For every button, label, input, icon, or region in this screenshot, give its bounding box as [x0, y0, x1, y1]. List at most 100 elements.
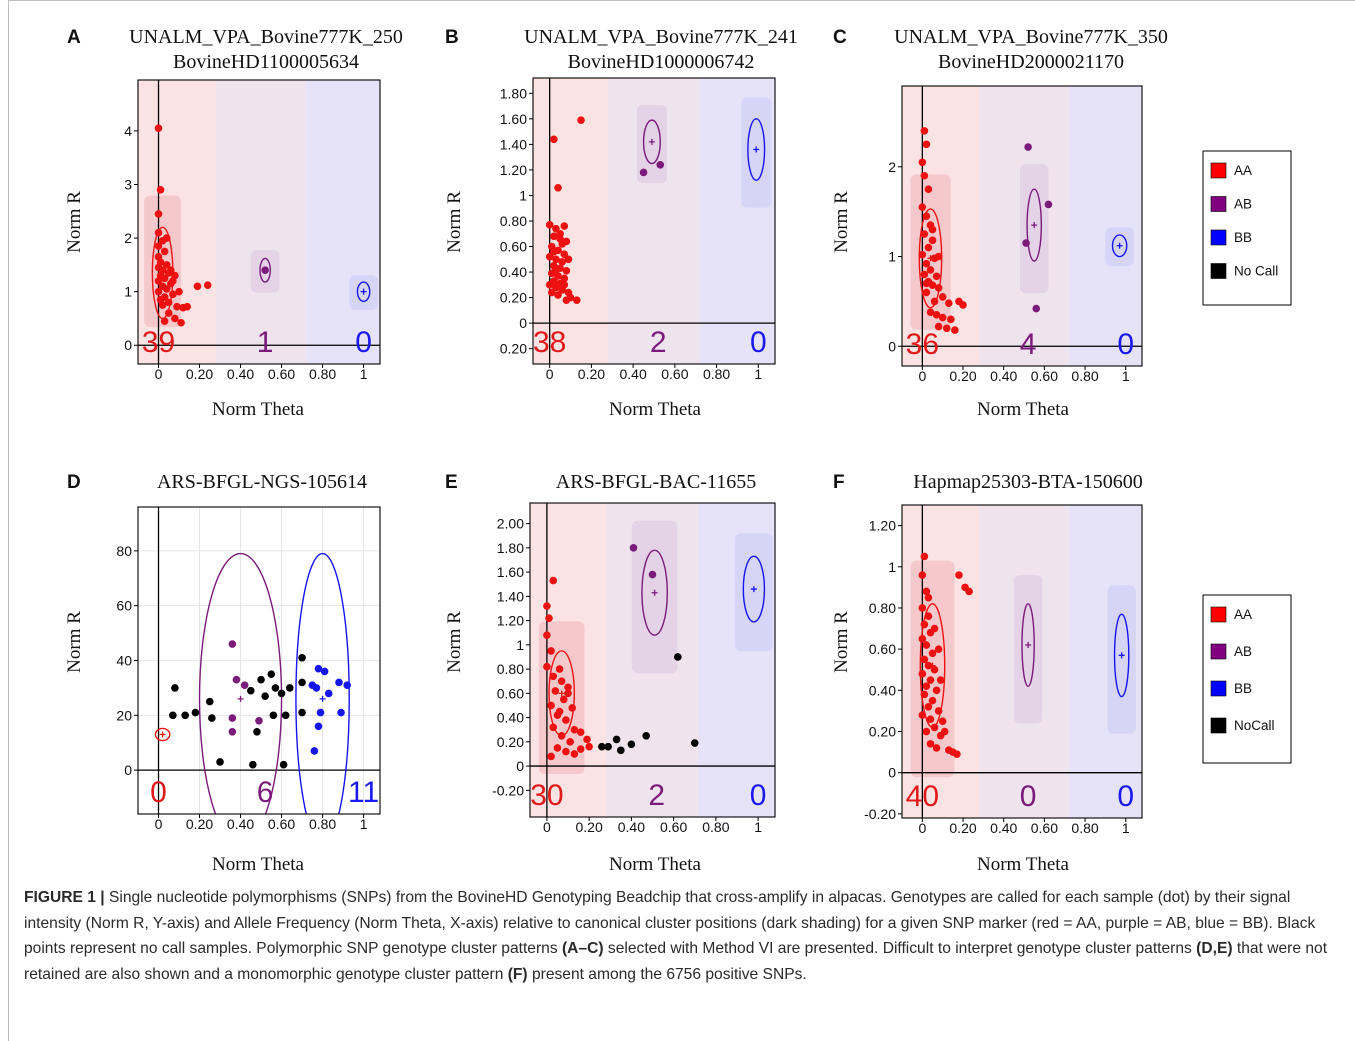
cluster-ellipse-aa [154, 727, 171, 742]
y-tick-label: 0 [888, 765, 896, 781]
plot-border [529, 502, 776, 818]
legend-swatch [1210, 717, 1227, 734]
sample-point-aa [203, 281, 212, 290]
sample-point-aa [543, 631, 551, 639]
sample-point-ab [1032, 304, 1041, 313]
y-tick-label: 1.60 [500, 111, 527, 127]
sample-point-bb [312, 684, 321, 692]
panel-B: 38 2 0 0 0.20 0.40 0.60 0.80 1 0.20 0 0.20 0.40 0.60 0… [444, 26, 798, 420]
sample-point-aa [920, 230, 929, 238]
sample-point-aa [576, 728, 585, 736]
y-tick-label: 0.20 [869, 724, 896, 740]
sample-point-nc [598, 742, 606, 751]
sample-point-aa [562, 716, 570, 724]
sample-point-nc [253, 727, 261, 736]
sample-point-aa [922, 212, 931, 220]
sample-point-aa [930, 665, 939, 674]
y-tick-label: 40 [116, 653, 132, 669]
sample-point-aa [918, 711, 927, 719]
sample-point-aa [553, 744, 562, 752]
sample-point-bb [343, 681, 351, 689]
sample-point-aa [918, 203, 927, 211]
sample-point-nc [246, 686, 255, 695]
canonical-cluster-shade [1013, 575, 1043, 724]
cluster-centre-mark [319, 695, 326, 702]
sample-point-aa [920, 620, 929, 629]
sample-point-aa [922, 259, 931, 268]
sample-point-aa [932, 272, 941, 281]
sample-point-nc [257, 675, 265, 684]
sample-point-aa [554, 272, 562, 280]
legend-swatch [1210, 263, 1227, 279]
sample-point-aa [938, 313, 947, 322]
legend-swatch [1210, 229, 1227, 246]
x-tick-label: 0 [155, 816, 163, 832]
sample-point-aa [585, 742, 593, 751]
x-axis-label: Norm Theta [609, 399, 702, 420]
y-tick-label: -0.20 [492, 782, 524, 798]
sample-point-ab [240, 681, 249, 689]
genotype-count: 1 [257, 326, 274, 359]
sample-point-ab [629, 544, 638, 552]
x-axis-label: Norm Theta [212, 399, 305, 420]
sample-point-aa [554, 184, 562, 192]
y-axis-label: Norm R [444, 611, 465, 673]
sample-point-aa [918, 670, 927, 678]
legend-swatch [1210, 606, 1227, 623]
panel-title: UNALM_VPA_Bovine777K_350 [894, 26, 1168, 48]
sample-point-nc [205, 697, 214, 706]
legend-label: BB [1234, 681, 1252, 696]
x-tick-label: 0.20 [949, 820, 976, 836]
canonical-cluster-shade [734, 533, 773, 652]
y-tick-label: 20 [116, 707, 132, 723]
caption-bold-2: (D,E) [1196, 940, 1233, 957]
y-tick-label: 1.40 [500, 136, 527, 152]
sample-point-aa [169, 290, 177, 299]
sample-point-aa [920, 552, 929, 561]
sample-point-aa [545, 614, 553, 622]
y-tick-label: 0.20 [500, 290, 527, 306]
figure-panels: 39 1 0 0 0.20 0.40 0.60 0.80 1 0 1 2 3 4 UNALM_VPA_Bov… [64, 26, 1292, 870]
legend-swatch [1210, 643, 1227, 660]
y-tick-label: 1.80 [500, 85, 527, 101]
x-tick-label: 0.60 [1031, 820, 1058, 836]
legend-box [1202, 594, 1292, 764]
sample-point-aa [928, 281, 937, 290]
sample-point-aa [922, 279, 931, 288]
sample-point-aa [922, 587, 931, 596]
sample-point-aa [934, 284, 943, 292]
y-tick-label: 1 [516, 637, 524, 653]
y-tick-label: 2 [124, 230, 132, 246]
y-tick-label: 1.60 [497, 564, 524, 580]
x-tick-label: 0.20 [949, 368, 976, 384]
sample-point-aa [547, 752, 555, 761]
legend-label: AB [1234, 197, 1252, 212]
sample-point-aa [944, 299, 953, 307]
x-tick-label: 0.20 [186, 366, 213, 382]
sample-point-aa [554, 291, 562, 299]
sample-point-ab [656, 161, 665, 169]
x-tick-label: 0.80 [1071, 820, 1098, 836]
sample-point-aa [555, 707, 564, 716]
sample-point-nc [269, 711, 278, 720]
x-tick-label: 1 [360, 366, 368, 382]
x-tick-label: 0.40 [990, 820, 1017, 836]
sample-point-aa [560, 222, 569, 230]
y-tick-label: 1.20 [497, 613, 524, 629]
sample-point-aa [938, 717, 947, 726]
cluster-ellipse-ab [641, 549, 668, 636]
legend-label: AA [1234, 607, 1252, 622]
sample-point-aa [173, 302, 181, 311]
caption-text-3: that were not retained are also shown an… [24, 940, 1328, 983]
plot-area: 36 4 0 [902, 86, 1142, 366]
sample-point-aa [559, 695, 568, 704]
sample-point-aa [545, 252, 554, 261]
sample-point-aa [934, 322, 943, 331]
sample-point-aa [160, 274, 169, 283]
legend-swatch [1210, 680, 1227, 697]
sample-point-aa [547, 701, 555, 710]
x-tick-label: 0.40 [227, 816, 254, 832]
canonical-cluster-shade [1019, 164, 1049, 294]
sample-point-nc [181, 711, 189, 720]
sample-point-aa [918, 635, 927, 643]
